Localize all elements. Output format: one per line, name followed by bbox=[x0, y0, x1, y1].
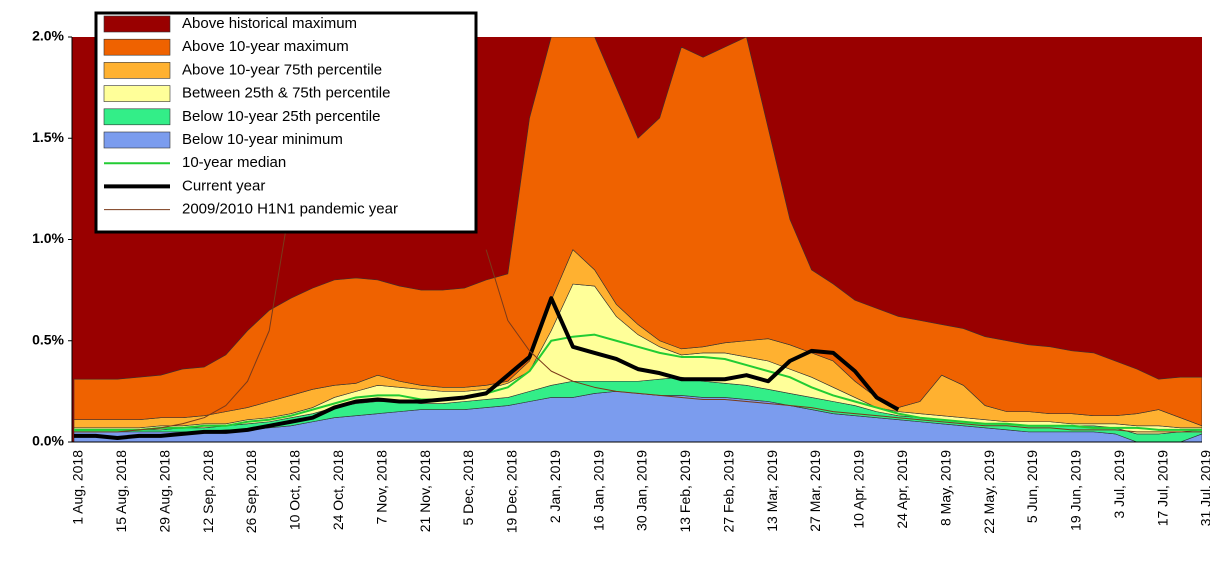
x-tick-label: 12 Sep, 2018 bbox=[200, 450, 216, 534]
legend-swatch bbox=[103, 131, 171, 149]
x-tick-label: 31 Jul, 2019 bbox=[1198, 450, 1210, 526]
x-tick-label: 5 Jun, 2019 bbox=[1024, 450, 1040, 523]
x-tick-label: 27 Feb, 2019 bbox=[720, 450, 736, 533]
legend-label: Above 10-year maximum bbox=[182, 38, 349, 55]
x-tick-label: 19 Dec, 2018 bbox=[504, 450, 520, 533]
axes: 0.0% 0.5% 1.0% 1.5% 2.0% 1 Aug, 2018 15 Aug, 2… bbox=[32, 28, 1210, 534]
x-tick-label: 1 Aug, 2018 bbox=[70, 450, 86, 525]
y-tick-label: 1.5% bbox=[32, 129, 64, 145]
line-series bbox=[74, 198, 1202, 433]
y-tick-label: 0.0% bbox=[32, 433, 64, 449]
x-tick-label: 16 Jan, 2019 bbox=[590, 450, 606, 531]
legend-swatch bbox=[103, 85, 171, 102]
y-tick-label: 1.0% bbox=[32, 230, 64, 246]
x-tick-label: 13 Mar, 2019 bbox=[764, 450, 780, 532]
x-tick-label: 21 Nov, 2018 bbox=[417, 450, 433, 532]
x-tick-label: 24 Oct, 2018 bbox=[330, 450, 346, 530]
legend-label: Below 10-year 25th percentile bbox=[182, 108, 380, 125]
x-tick-label: 22 May, 2019 bbox=[981, 450, 997, 534]
x-tick-label: 10 Apr, 2019 bbox=[851, 450, 867, 529]
legend-swatch bbox=[103, 15, 171, 33]
x-tick-label: 26 Sep, 2018 bbox=[243, 450, 259, 534]
legend: Above historical maximum Above 10-year ma… bbox=[94, 11, 478, 234]
legend-label: Below 10-year minimum bbox=[182, 131, 343, 148]
x-tick-label: 10 Oct, 2018 bbox=[287, 450, 303, 530]
y-tick-label: 0.5% bbox=[32, 331, 64, 347]
legend-label: 10-year median bbox=[182, 154, 286, 171]
x-tick-label: 29 Aug, 2018 bbox=[156, 450, 172, 533]
area-band bbox=[73, 37, 1202, 427]
x-tick-label: 24 Apr, 2019 bbox=[894, 450, 910, 529]
x-tick-label: 8 May, 2019 bbox=[937, 450, 953, 526]
legend-label: Between 25th & 75th percentile bbox=[182, 85, 390, 102]
legend-label: 2009/2010 H1N1 pandemic year bbox=[182, 201, 398, 218]
x-tick-label: 17 Jul, 2019 bbox=[1154, 450, 1170, 526]
legend-swatch bbox=[103, 38, 171, 56]
legend-swatch bbox=[103, 108, 171, 126]
x-tick-label: 7 Nov, 2018 bbox=[373, 450, 389, 525]
x-tick-label: 2 Jan, 2019 bbox=[547, 450, 563, 523]
x-tick-label: 19 Jun, 2019 bbox=[1068, 450, 1084, 531]
x-tick-label: 27 Mar, 2019 bbox=[807, 450, 823, 532]
x-tick-label: 3 Jul, 2019 bbox=[1111, 450, 1127, 519]
legend-label: Current year bbox=[182, 177, 265, 194]
plot-area bbox=[72, 37, 1202, 442]
legend-label: Above 10-year 75th percentile bbox=[182, 61, 382, 78]
x-tick-label: 30 Jan, 2019 bbox=[634, 450, 650, 531]
x-tick-label: 15 Aug, 2018 bbox=[113, 450, 129, 533]
y-tick-label: 2.0% bbox=[32, 28, 64, 44]
x-tick-label: 5 Dec, 2018 bbox=[460, 450, 476, 526]
line-series bbox=[74, 333, 1202, 431]
legend-label: Above historical maximum bbox=[182, 15, 357, 32]
line-series bbox=[74, 296, 900, 440]
x-tick-label: 13 Feb, 2019 bbox=[677, 450, 693, 533]
legend-swatch bbox=[103, 62, 171, 79]
